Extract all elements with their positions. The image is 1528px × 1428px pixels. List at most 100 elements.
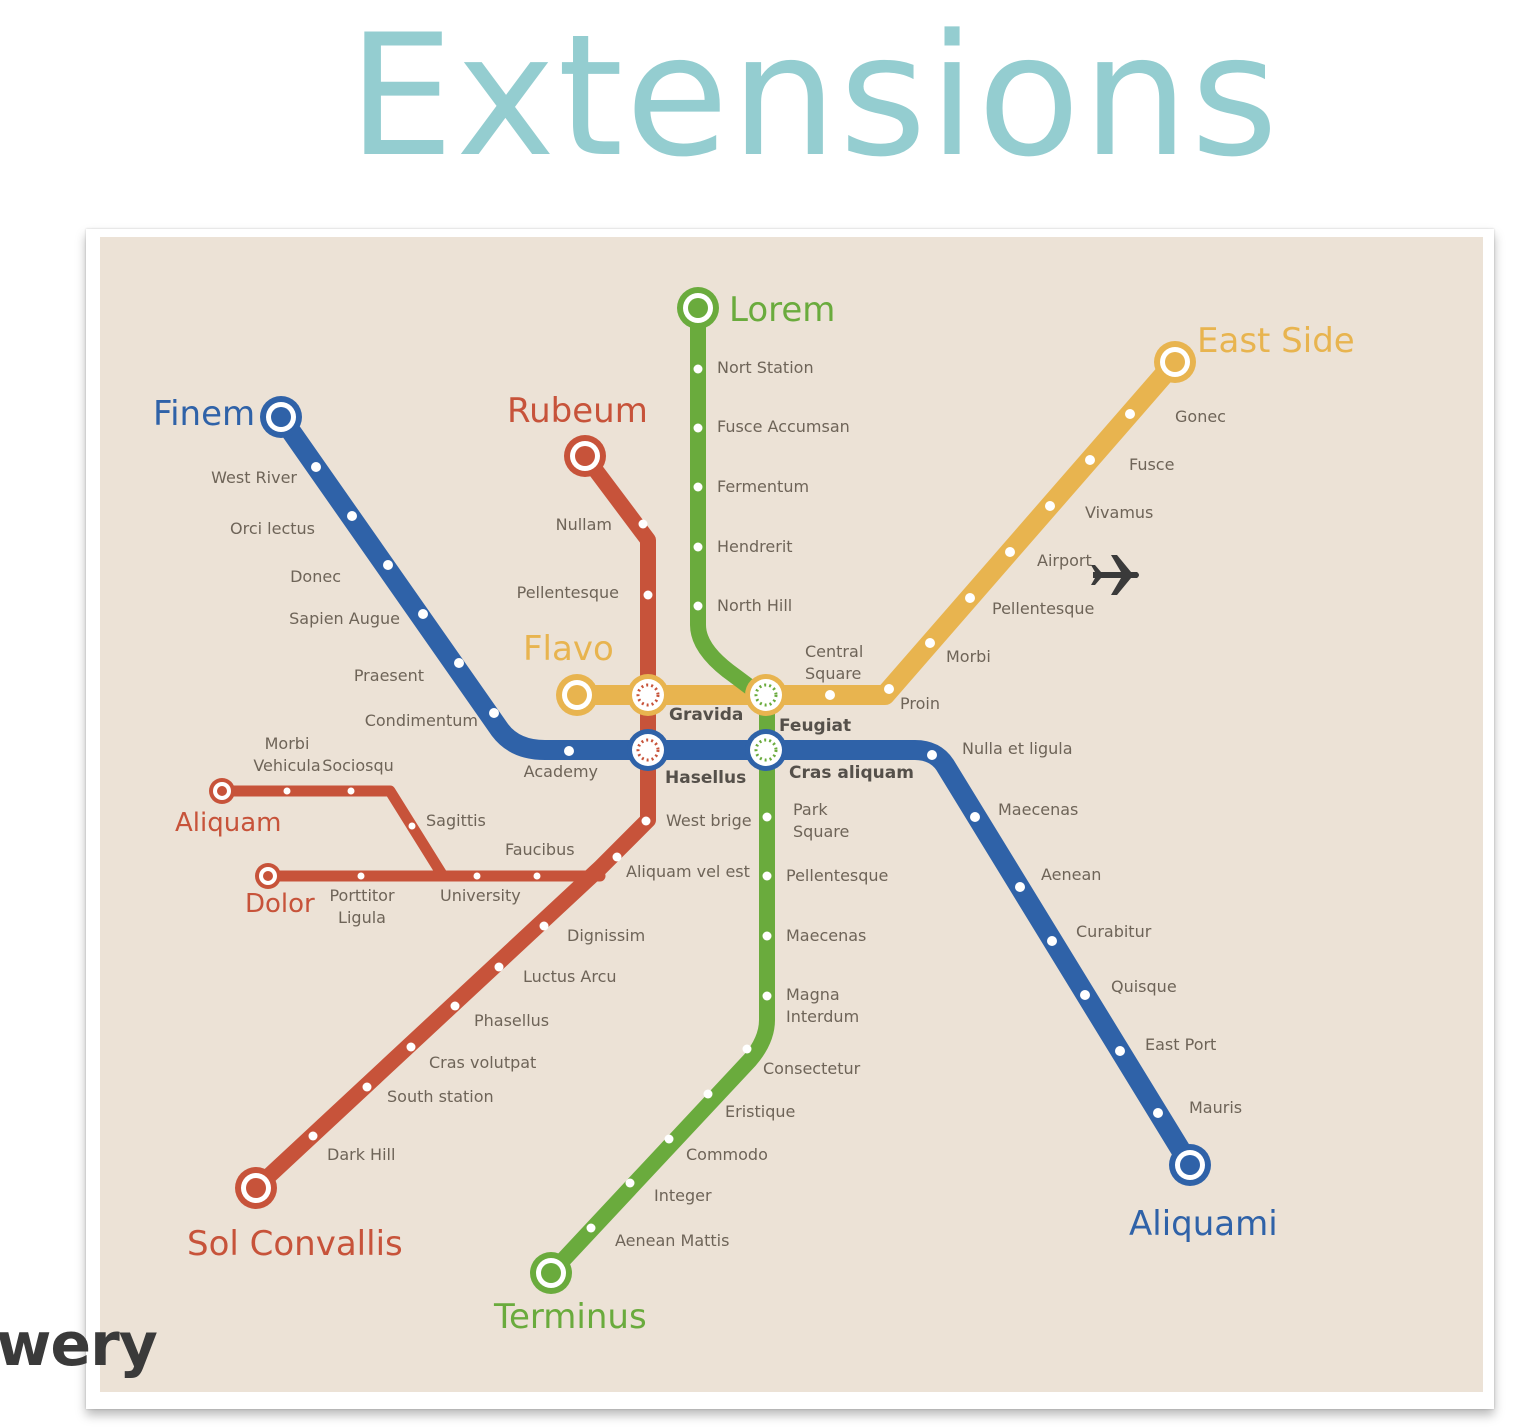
terminal-marker-terminus bbox=[530, 1252, 572, 1294]
station-label: East Port bbox=[1145, 1035, 1216, 1054]
station-dot bbox=[1047, 936, 1057, 946]
station-dot bbox=[347, 787, 355, 795]
station-label: Sagittis bbox=[426, 811, 486, 830]
station-dot bbox=[308, 1131, 318, 1141]
station-dot bbox=[643, 590, 653, 600]
station-label: Integer bbox=[654, 1186, 712, 1205]
transfer-stations bbox=[627, 674, 787, 771]
station-label: Fusce Accumsan bbox=[717, 417, 850, 436]
station-dot bbox=[925, 638, 935, 648]
terminal-label-east-side: East Side bbox=[1197, 321, 1355, 361]
station-dot bbox=[473, 872, 481, 880]
station-dots bbox=[283, 364, 1163, 1233]
station-label: Vehicula bbox=[253, 756, 320, 775]
station-dot bbox=[283, 787, 291, 795]
transfer-label-cras-aliquam: Cras aliquam bbox=[789, 763, 914, 783]
station-label: Eristique bbox=[725, 1102, 795, 1121]
terminal-marker-aliquam bbox=[209, 778, 235, 804]
station-dot bbox=[927, 750, 937, 760]
station-label: Cras volutpat bbox=[429, 1053, 536, 1072]
station-dot bbox=[762, 931, 772, 941]
terminal-marker-aliquami bbox=[1169, 1144, 1211, 1186]
station-label: Proin bbox=[900, 694, 940, 713]
yellow-line bbox=[567, 352, 1185, 705]
station-dot bbox=[612, 852, 622, 862]
station-dot bbox=[406, 1042, 416, 1052]
station-label: Consectetur bbox=[763, 1059, 861, 1078]
station-label: Phasellus bbox=[474, 1011, 549, 1030]
brand-fragment: wery bbox=[0, 1310, 158, 1380]
terminal-marker-finem bbox=[260, 396, 302, 438]
station-label: Nort Station bbox=[717, 358, 814, 377]
transfer-label-gravida: Gravida bbox=[669, 705, 743, 725]
terminal-marker-rubeum bbox=[564, 435, 606, 477]
station-dot bbox=[693, 423, 703, 433]
transfer-marker-cras-aliquam bbox=[745, 729, 787, 771]
station-label: Curabitur bbox=[1076, 922, 1152, 941]
station-dot bbox=[1015, 882, 1025, 892]
terminal-marker-lorem bbox=[677, 287, 719, 329]
station-dot bbox=[625, 1178, 635, 1188]
station-label: Faucibus bbox=[505, 840, 575, 859]
station-dot bbox=[494, 962, 504, 972]
station-label: Dignissim bbox=[567, 926, 645, 945]
station-dot bbox=[454, 658, 464, 668]
station-dot bbox=[825, 690, 835, 700]
airplane-icon bbox=[1091, 555, 1139, 595]
station-dot bbox=[970, 812, 980, 822]
station-label: Aenean Mattis bbox=[615, 1231, 729, 1250]
terminal-stations bbox=[209, 287, 1211, 1294]
station-dot bbox=[762, 991, 772, 1001]
station-dot bbox=[362, 1082, 372, 1092]
terminal-label-finem: Finem bbox=[153, 394, 255, 434]
station-dot bbox=[450, 1001, 460, 1011]
station-label: Square bbox=[805, 664, 861, 683]
station-label: Pellentesque bbox=[786, 866, 888, 885]
slide-title: Extensions bbox=[347, 0, 1281, 194]
station-dot bbox=[693, 364, 703, 374]
station-dot bbox=[641, 816, 651, 826]
red-branch-aliquam bbox=[216, 785, 449, 882]
station-dot bbox=[693, 542, 703, 552]
station-labels: West River Orci lectus Donec Sapien Augu… bbox=[211, 358, 1242, 1250]
station-label: Sapien Augue bbox=[289, 609, 400, 628]
station-label: Hendrerit bbox=[717, 537, 793, 556]
station-label: Nulla et ligula bbox=[962, 739, 1073, 758]
station-label: Orci lectus bbox=[230, 519, 315, 538]
station-dot bbox=[1005, 547, 1015, 557]
terminal-label-lorem: Lorem bbox=[729, 290, 835, 330]
station-label: Magna bbox=[786, 985, 840, 1004]
station-label: Aenean bbox=[1041, 865, 1101, 884]
station-label: Dark Hill bbox=[327, 1145, 395, 1164]
station-label: Nullam bbox=[556, 515, 612, 534]
transfer-marker-feugiat bbox=[745, 674, 787, 716]
terminal-label-flavo: Flavo bbox=[523, 629, 614, 669]
station-dot bbox=[311, 462, 321, 472]
terminal-marker-dolor bbox=[255, 863, 281, 889]
station-label: Maecenas bbox=[786, 926, 866, 945]
station-dot bbox=[533, 872, 541, 880]
station-label: Morbi bbox=[265, 734, 310, 753]
station-label: Morbi bbox=[946, 647, 991, 666]
station-dot bbox=[383, 560, 393, 570]
station-label: Aliquam vel est bbox=[626, 862, 750, 881]
station-label: South station bbox=[387, 1087, 494, 1106]
station-label: Quisque bbox=[1111, 977, 1177, 996]
transfer-label-feugiat: Feugiat bbox=[779, 716, 851, 736]
station-label: Vivamus bbox=[1085, 503, 1153, 522]
station-dot bbox=[762, 871, 772, 881]
station-dot bbox=[638, 519, 648, 529]
station-label: Academy bbox=[524, 762, 598, 781]
station-label: Maecenas bbox=[998, 800, 1078, 819]
station-label: Condimentum bbox=[365, 711, 478, 730]
terminal-label-dolor: Dolor bbox=[245, 889, 315, 919]
station-dot bbox=[693, 601, 703, 611]
station-label: Pellentesque bbox=[517, 583, 619, 602]
station-dot bbox=[489, 708, 499, 718]
station-label: Interdum bbox=[786, 1007, 859, 1026]
terminal-label-aliquami: Aliquami bbox=[1129, 1204, 1278, 1244]
station-label: West River bbox=[211, 468, 297, 487]
station-dot bbox=[1080, 990, 1090, 1000]
blue-line bbox=[271, 407, 1200, 1175]
station-label: Fermentum bbox=[717, 477, 809, 496]
